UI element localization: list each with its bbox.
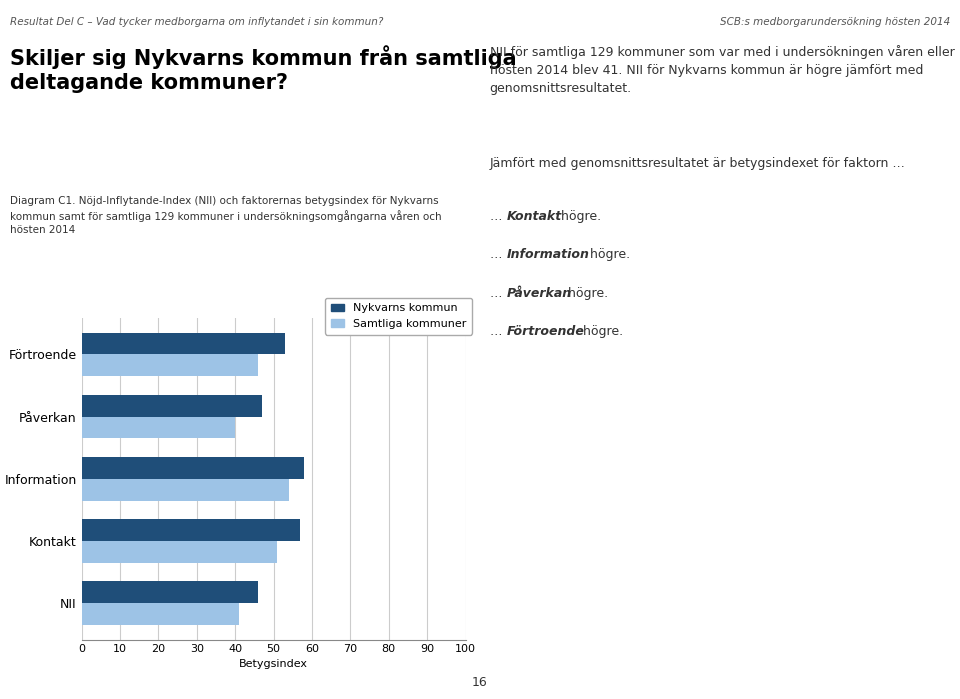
Text: SCB:s medborgarundersökning hösten 2014: SCB:s medborgarundersökning hösten 2014 [720,17,950,27]
Text: högre.: högre. [557,210,601,223]
Text: …: … [490,325,506,338]
X-axis label: Betygsindex: Betygsindex [239,658,308,669]
Text: Diagram C1. Nöjd-Inflytande-Index (NII) och faktorernas betygsindex för Nykvarns: Diagram C1. Nöjd-Inflytande-Index (NII) … [10,196,442,235]
Text: Förtroende: Förtroende [507,325,585,338]
Text: NII för samtliga 129 kommuner som var med i undersökningen våren eller
hösten 20: NII för samtliga 129 kommuner som var me… [490,45,954,95]
Bar [82,541,277,563]
Bar [82,417,235,438]
Bar [82,333,285,354]
Bar [82,479,289,500]
Text: 16: 16 [472,675,488,689]
Bar [82,603,239,625]
Text: högre.: högre. [579,325,623,338]
Text: högre.: högre. [586,248,630,261]
Bar [82,395,262,417]
Text: …: … [490,248,506,261]
Bar [82,519,300,541]
Text: Information: Information [507,248,589,261]
Text: högre.: högre. [564,287,609,300]
Text: Resultat Del C – Vad tycker medborgarna om inflytandet i sin kommun?: Resultat Del C – Vad tycker medborgarna … [10,17,383,27]
Bar [82,582,258,603]
Text: …: … [490,287,506,300]
Text: Skiljer sig Nykvarns kommun från samtliga
deltagande kommuner?: Skiljer sig Nykvarns kommun från samtlig… [10,45,516,93]
Legend: Nykvarns kommun, Samtliga kommuner: Nykvarns kommun, Samtliga kommuner [325,298,472,335]
Text: Påverkan: Påverkan [507,287,572,300]
Text: Jämfört med genomsnittsresultatet är betygsindexet för faktorn …: Jämfört med genomsnittsresultatet är bet… [490,157,905,171]
Bar [82,457,304,479]
Bar [82,354,258,376]
Text: …: … [490,210,506,223]
Text: Kontakt: Kontakt [507,210,563,223]
